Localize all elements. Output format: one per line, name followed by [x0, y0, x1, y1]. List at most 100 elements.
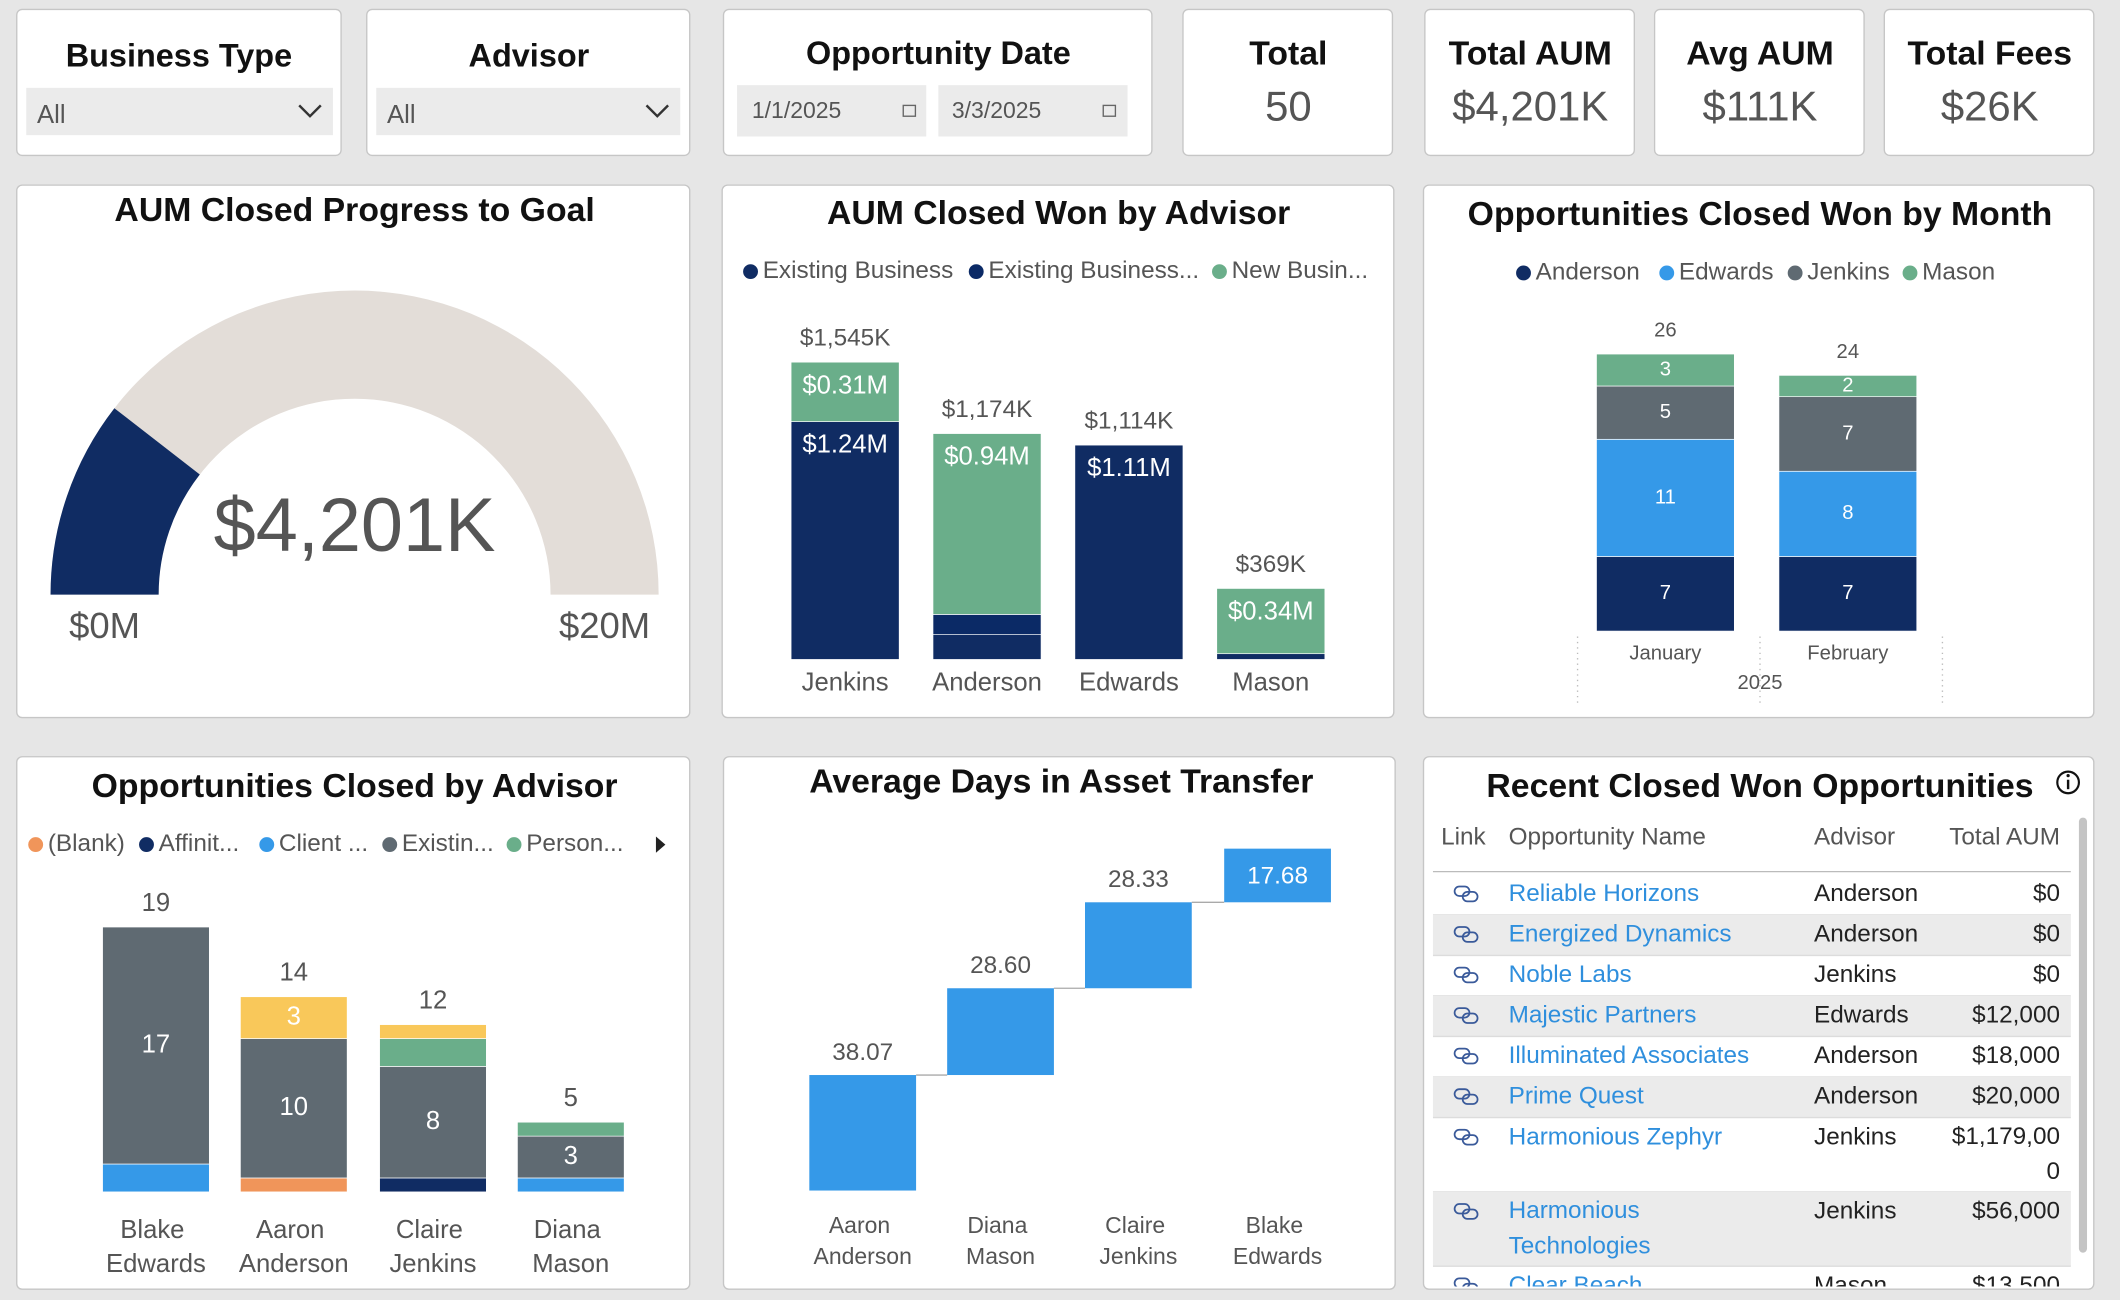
legend-swatch: [968, 264, 984, 280]
bar-segment: [379, 1024, 487, 1039]
segment-label: 3: [564, 1142, 578, 1170]
x-tick-label: Anderson: [932, 669, 1042, 697]
chart-panel: [722, 756, 1396, 1290]
legend-label: Existing Business...: [988, 257, 1199, 284]
x-tick-label: Mason: [1232, 669, 1309, 697]
segment-label: 8: [1842, 502, 1853, 524]
table-body: Reliable Horizons Anderson $0 Energized Dyn…: [1432, 880, 2071, 1299]
segment-label: 5: [1660, 401, 1671, 423]
bar-segment: [102, 1163, 210, 1193]
chart-panel: [16, 184, 691, 719]
opportunity-link[interactable]: Prime Quest: [1509, 1083, 1644, 1110]
x-tick-label: Aaron Anderson: [239, 1216, 349, 1278]
chart-title: AUM Closed Won by Advisor: [827, 194, 1290, 232]
x-group-label: 2025: [1737, 672, 1782, 694]
value-label: 17.68: [1247, 862, 1308, 889]
bar-segment: [1596, 556, 1735, 632]
text-line: $1,179,00: [1952, 1123, 2060, 1150]
opportunity-link[interactable]: Harmonious Technologies: [1509, 1198, 1651, 1260]
link-icon: [1461, 1053, 1479, 1065]
waterfall-bar: [947, 988, 1054, 1076]
row-stripe: [1432, 1191, 2071, 1267]
card-label: Total Fees: [1907, 34, 2072, 72]
waterfall-bar: [1085, 902, 1192, 989]
x-tick-label: February: [1807, 642, 1889, 664]
card-value: $26K: [1941, 83, 2039, 130]
date-input[interactable]: [737, 85, 927, 137]
text-line: Aaron: [829, 1212, 897, 1238]
row-stripe: [1432, 995, 2071, 1037]
text-line: Aaron: [256, 1216, 332, 1244]
legend-label: New Busin...: [1232, 257, 1368, 284]
slicer-title: Advisor: [469, 38, 590, 74]
info-icon[interactable]: [2056, 770, 2080, 795]
legend-label: Edwards: [1679, 258, 1774, 285]
table-cell: $0: [2033, 921, 2060, 948]
opportunity-link[interactable]: Clear Beach: [1509, 1272, 1643, 1299]
slicer-title: Opportunity Date: [806, 35, 1071, 71]
opportunity-link[interactable]: Harmonious Zephyr: [1509, 1123, 1723, 1150]
table-cell: Jenkins: [1814, 1198, 1896, 1225]
card: [1653, 8, 1865, 157]
total-label: $1,174K: [942, 396, 1033, 423]
opportunity-link[interactable]: Reliable Horizons: [1509, 880, 1700, 907]
dropdown[interactable]: [26, 87, 333, 136]
total-label: 26: [1654, 319, 1677, 341]
x-tick-label: Aaron Anderson: [814, 1212, 912, 1269]
bar-segment: [240, 996, 348, 1039]
chart-title: Opportunities Closed by Advisor: [92, 767, 618, 805]
bar-segment: [379, 1177, 487, 1193]
total-label: $1,545K: [800, 325, 891, 352]
card-label: Total AUM: [1449, 34, 1612, 72]
x-tick-label: Diana Mason: [532, 1216, 609, 1278]
total-label: 12: [419, 986, 448, 1014]
text-line: Jenkins: [1099, 1243, 1177, 1269]
legend-label: Existing Business: [763, 257, 954, 284]
dropdown[interactable]: [376, 87, 681, 136]
date-end: 3/3/2025: [952, 97, 1041, 123]
date-input[interactable]: [938, 85, 1128, 137]
table-cell: Anderson: [1814, 1083, 1918, 1110]
table-cell: $0: [2033, 961, 2060, 988]
bar-segment: [1074, 444, 1184, 660]
table-cell: Anderson: [1814, 921, 1918, 948]
gauge-tick-label: $20M: [559, 605, 650, 646]
total-label: 24: [1837, 341, 1860, 363]
scrollbar[interactable]: [2078, 817, 2088, 1253]
opportunity-link[interactable]: Illuminated Associates: [1509, 1042, 1750, 1069]
legend-label: Person...: [526, 830, 623, 857]
legend-swatch: [506, 837, 522, 853]
value-label: 28.60: [970, 952, 1031, 979]
chevron: [645, 104, 669, 118]
segment-label: 3: [287, 1002, 301, 1030]
dropdown-value: All: [37, 101, 66, 129]
opportunity-link[interactable]: Energized Dynamics: [1509, 921, 1732, 948]
segment-label: $1.11M: [1087, 454, 1171, 482]
legend-swatch: [28, 837, 44, 853]
legend-swatch: [139, 837, 154, 853]
opportunity-link[interactable]: Majestic Partners: [1509, 1002, 1697, 1029]
segment-label: 11: [1655, 486, 1676, 508]
column-header: Advisor: [1814, 823, 1895, 850]
table-cell: Anderson: [1814, 1042, 1918, 1069]
chart-panel: [1422, 184, 2095, 719]
total-label: $369K: [1236, 551, 1306, 578]
text-line: Mason: [532, 1250, 609, 1278]
opportunity-link[interactable]: Noble Labs: [1509, 961, 1632, 988]
card: [1182, 8, 1394, 157]
x-tick-label: Jenkins: [802, 669, 889, 697]
dropdown-value: All: [387, 101, 416, 129]
x-tick-label: Claire Jenkins: [1099, 1212, 1177, 1269]
legend-label: Jenkins: [1807, 258, 1889, 285]
text-line: Diana: [967, 1212, 1033, 1238]
table-cell: $18,000: [1972, 1042, 2060, 1069]
total-label: 19: [142, 889, 171, 917]
segment-label: 7: [1842, 582, 1853, 604]
bar-segment: [517, 1121, 625, 1137]
legend-label: Affinit...: [159, 830, 240, 857]
legend-label: (Blank): [48, 830, 125, 857]
bar-segment: [790, 421, 900, 660]
gauge-value-label: $4,201K: [214, 483, 496, 568]
text-line: Edwards: [1233, 1243, 1322, 1269]
chart-title: AUM Closed Progress to Goal: [114, 191, 594, 229]
